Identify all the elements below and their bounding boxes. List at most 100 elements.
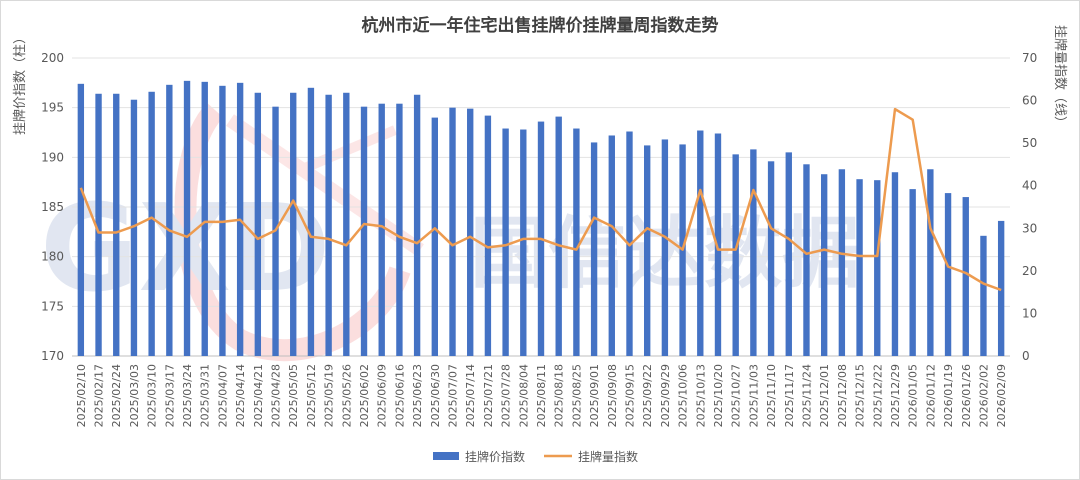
bar bbox=[413, 94, 421, 357]
x-tick-label: 2025/06/16 bbox=[393, 364, 406, 427]
left-tick-label: 190 bbox=[41, 150, 64, 164]
bar bbox=[856, 179, 863, 356]
x-tick-label: 2025/05/26 bbox=[340, 364, 353, 427]
bar bbox=[183, 80, 191, 356]
bar bbox=[290, 92, 297, 357]
x-axis-ticks: 2025/02/10 2025/02/17 2025/02/24 2025/03/03… bbox=[75, 364, 1008, 427]
x-tick-label: 2025/03/24 bbox=[181, 364, 194, 427]
x-tick-label: 2025/10/20 bbox=[712, 364, 725, 427]
bar bbox=[820, 174, 828, 356]
bar bbox=[608, 135, 615, 356]
left-tick-label: 195 bbox=[41, 101, 64, 115]
x-tick-label: 2025/08/04 bbox=[517, 364, 530, 427]
bar bbox=[874, 180, 881, 356]
x-tick-label: 2025/02/10 bbox=[75, 364, 88, 427]
x-tick-label: 2025/04/14 bbox=[234, 364, 247, 427]
x-tick-label: 2025/03/10 bbox=[146, 364, 159, 427]
bar bbox=[360, 106, 368, 356]
x-tick-label: 2025/12/01 bbox=[818, 364, 831, 427]
bar bbox=[484, 115, 492, 356]
bar bbox=[113, 93, 120, 356]
x-tick-label: 2025/11/03 bbox=[747, 364, 760, 427]
bar bbox=[130, 99, 138, 356]
x-tick-label: 2026/01/19 bbox=[942, 364, 955, 427]
x-tick-label: 2025/09/01 bbox=[588, 364, 601, 427]
x-tick-label: 2025/11/17 bbox=[783, 364, 796, 427]
x-tick-label: 2025/12/29 bbox=[889, 364, 902, 427]
x-tick-label: 2025/07/21 bbox=[482, 364, 495, 427]
bar bbox=[785, 152, 792, 356]
bar bbox=[378, 103, 385, 357]
left-axis-ticks: 170 175 180 185 190 195 200 bbox=[41, 51, 64, 363]
right-tick-label: 70 bbox=[1022, 51, 1037, 65]
bar bbox=[962, 197, 969, 356]
bar bbox=[661, 139, 669, 356]
x-tick-label: 2025/04/21 bbox=[252, 364, 265, 427]
x-tick-label: 2026/02/09 bbox=[995, 364, 1008, 427]
bar bbox=[697, 130, 704, 356]
x-tick-label: 2025/08/25 bbox=[570, 364, 583, 427]
x-tick-label: 2025/11/24 bbox=[801, 364, 814, 427]
x-tick-label: 2025/08/11 bbox=[535, 364, 548, 427]
x-tick-label: 2025/12/22 bbox=[871, 364, 884, 427]
right-tick-label: 0 bbox=[1022, 349, 1030, 363]
listing-volume-line bbox=[79, 107, 1002, 292]
left-tick-label: 185 bbox=[41, 200, 64, 214]
bar bbox=[997, 220, 1005, 356]
legend-line-label: 挂牌量指数 bbox=[578, 449, 638, 464]
bar bbox=[555, 116, 562, 357]
x-tick-label: 2025/02/24 bbox=[110, 364, 123, 427]
right-tick-label: 30 bbox=[1022, 221, 1037, 235]
bar bbox=[95, 93, 102, 356]
x-tick-label: 2025/04/07 bbox=[216, 364, 229, 427]
bar bbox=[980, 235, 987, 356]
x-tick-label: 2025/09/08 bbox=[606, 364, 619, 427]
bar bbox=[254, 92, 262, 357]
x-tick-label: 2025/06/02 bbox=[358, 364, 371, 427]
bar bbox=[732, 154, 739, 356]
bar bbox=[838, 169, 846, 356]
x-tick-label: 2025/09/22 bbox=[641, 364, 654, 427]
x-tick-label: 2025/08/18 bbox=[553, 364, 566, 427]
left-tick-label: 180 bbox=[41, 250, 64, 264]
x-tick-label: 2025/06/09 bbox=[376, 364, 389, 427]
x-tick-label: 2025/09/29 bbox=[659, 364, 672, 427]
x-tick-label: 2025/10/06 bbox=[677, 364, 690, 427]
legend-bar-swatch bbox=[433, 452, 459, 460]
x-tick-label: 2025/07/14 bbox=[464, 364, 477, 427]
x-tick-label: 2025/06/23 bbox=[411, 364, 424, 427]
bar bbox=[502, 128, 509, 356]
x-tick-label: 2025/02/17 bbox=[93, 364, 106, 427]
left-tick-label: 200 bbox=[41, 51, 64, 65]
x-tick-label: 2025/09/15 bbox=[624, 364, 637, 427]
bar bbox=[573, 128, 580, 356]
left-tick-label: 170 bbox=[41, 349, 64, 363]
x-tick-label: 2025/05/19 bbox=[323, 364, 336, 427]
bar bbox=[944, 193, 952, 356]
bar bbox=[767, 161, 775, 356]
right-tick-label: 10 bbox=[1022, 306, 1037, 320]
bar bbox=[750, 149, 757, 356]
left-axis-label: 挂牌价指数（柱） bbox=[12, 31, 28, 135]
left-tick-label: 175 bbox=[41, 299, 64, 313]
bar bbox=[520, 129, 527, 356]
right-tick-label: 60 bbox=[1022, 94, 1037, 108]
bar bbox=[467, 108, 474, 356]
x-tick-label: 2025/07/28 bbox=[500, 364, 513, 427]
bar bbox=[909, 189, 916, 356]
line-series bbox=[79, 107, 1002, 292]
right-tick-label: 20 bbox=[1022, 264, 1037, 278]
right-tick-label: 40 bbox=[1022, 179, 1037, 193]
x-tick-label: 2025/05/05 bbox=[287, 364, 300, 427]
bar bbox=[803, 164, 810, 356]
bar bbox=[396, 103, 403, 357]
bar bbox=[891, 172, 899, 356]
x-tick-label: 2026/01/26 bbox=[960, 364, 973, 427]
x-tick-label: 2025/05/12 bbox=[305, 364, 318, 427]
bar bbox=[325, 94, 332, 357]
x-tick-label: 2025/12/15 bbox=[854, 364, 867, 427]
x-tick-label: 2026/01/12 bbox=[924, 364, 937, 427]
bar bbox=[449, 107, 456, 357]
bar bbox=[431, 117, 438, 356]
